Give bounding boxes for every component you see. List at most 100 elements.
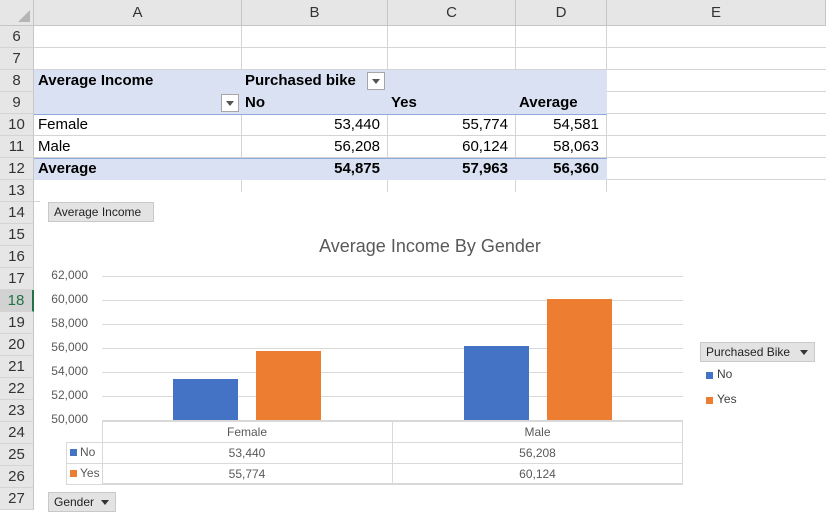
pivot-total-cell[interactable]: 56,360 — [553, 160, 599, 177]
row-header-10[interactable]: 10 — [0, 114, 34, 136]
data-table-line — [102, 421, 103, 484]
legend-key-no — [706, 372, 713, 379]
row-header-15[interactable]: 15 — [0, 224, 34, 246]
pivot-col-header-average: Average — [519, 94, 578, 111]
pivot-cell[interactable]: 56,208 — [334, 138, 380, 155]
pivot-total-cell[interactable]: 57,963 — [462, 160, 508, 177]
data-table-key-no — [70, 449, 77, 456]
pivot-header-band — [34, 70, 607, 114]
column-header-d[interactable]: D — [516, 0, 607, 26]
y-gridline — [102, 276, 683, 277]
data-table-line — [392, 421, 393, 484]
row-header-14[interactable]: 14 — [0, 202, 34, 224]
chevron-down-icon — [101, 500, 109, 505]
pivot-cell[interactable]: 55,774 — [462, 116, 508, 133]
row-header-19[interactable]: 19 — [0, 312, 34, 334]
row-header-25[interactable]: 25 — [0, 444, 34, 466]
y-gridline — [102, 348, 683, 349]
pivot-cell[interactable]: 60,124 — [462, 138, 508, 155]
row-header-16[interactable]: 16 — [0, 246, 34, 268]
legend-label-yes[interactable]: Yes — [717, 392, 737, 406]
y-tick-label: 56,000 — [51, 340, 88, 354]
y-gridline — [102, 420, 683, 421]
pivot-total-border — [34, 158, 607, 159]
bar-no-male[interactable] — [463, 345, 529, 420]
pivot-total-band — [34, 158, 607, 180]
legend-field-button[interactable]: Purchased Bike — [700, 342, 815, 362]
row-filter-dropdown-button[interactable] — [221, 94, 239, 112]
bar-yes-female[interactable] — [256, 350, 322, 420]
data-table-line — [66, 463, 683, 464]
bar-yes-male[interactable] — [546, 298, 612, 420]
y-tick-label: 62,000 — [51, 268, 88, 282]
column-filter-dropdown-button[interactable] — [367, 72, 385, 90]
row-header-7[interactable]: 7 — [0, 48, 34, 70]
axis-field-button[interactable]: Gender — [48, 492, 116, 512]
chart-title: Average Income By Gender — [319, 236, 541, 256]
column-header-b[interactable]: B — [242, 0, 388, 26]
data-table-value: 60,124 — [519, 467, 556, 481]
row-header-6[interactable]: 6 — [0, 26, 34, 48]
y-tick-label: 60,000 — [51, 292, 88, 306]
row-header-27[interactable]: 27 — [0, 488, 34, 510]
row-header-18[interactable]: 18 — [0, 290, 34, 312]
pivot-cell[interactable]: 58,063 — [553, 138, 599, 155]
row-header-17[interactable]: 17 — [0, 268, 34, 290]
data-table-series-yes: Yes — [80, 466, 100, 480]
y-tick-label: 58,000 — [51, 316, 88, 330]
row-header-21[interactable]: 21 — [0, 356, 34, 378]
data-table-line — [66, 484, 683, 485]
y-gridline — [102, 300, 683, 301]
value-field-button[interactable]: Average Income — [48, 202, 154, 222]
row-gridline — [34, 69, 826, 70]
column-header-a[interactable]: A — [34, 0, 242, 26]
pivot-total-cell[interactable]: 54,875 — [334, 160, 380, 177]
data-table-key-yes — [70, 470, 77, 477]
pivot-value-field-label[interactable]: Average Income — [38, 72, 154, 89]
y-gridline — [102, 324, 683, 325]
data-table-line — [66, 442, 683, 443]
y-tick-label: 52,000 — [51, 388, 88, 402]
row-header-20[interactable]: 20 — [0, 334, 34, 356]
pivot-column-field-label[interactable]: Purchased bike — [245, 72, 356, 89]
row-header-26[interactable]: 26 — [0, 466, 34, 488]
row-header-9[interactable]: 9 — [0, 92, 34, 114]
pivot-header-border — [34, 114, 607, 115]
row-header-24[interactable]: 24 — [0, 422, 34, 444]
column-header-c[interactable]: C — [388, 0, 516, 26]
pivot-chart[interactable] — [40, 192, 826, 517]
row-header-11[interactable]: 11 — [0, 136, 34, 158]
y-gridline — [102, 396, 683, 397]
row-header-8[interactable]: 8 — [0, 70, 34, 92]
row-gridline — [34, 157, 826, 158]
pivot-cell[interactable]: 53,440 — [334, 116, 380, 133]
data-table-line — [66, 442, 67, 484]
pivot-total-label[interactable]: Average — [38, 160, 97, 177]
pivot-cell[interactable]: 54,581 — [553, 116, 599, 133]
category-label-male: Male — [524, 425, 551, 439]
row-header-12[interactable]: 12 — [0, 158, 34, 180]
y-tick-label: 54,000 — [51, 364, 88, 378]
row-gridline — [34, 135, 826, 136]
axis-field-label: Gender — [54, 495, 95, 509]
legend-field-label: Purchased Bike — [706, 345, 791, 359]
row-header-22[interactable]: 22 — [0, 378, 34, 400]
pivot-row-label-female[interactable]: Female — [38, 116, 89, 133]
data-table-value: 56,208 — [519, 446, 556, 460]
row-gridline — [34, 47, 826, 48]
column-header-e[interactable]: E — [607, 0, 826, 26]
select-all-corner[interactable] — [0, 0, 34, 26]
row-header-23[interactable]: 23 — [0, 400, 34, 422]
chevron-down-icon — [800, 350, 808, 355]
data-table-value: 55,774 — [228, 467, 266, 481]
legend-key-yes — [706, 397, 713, 404]
row-header-13[interactable]: 13 — [0, 180, 34, 202]
data-table-series-no: No — [80, 445, 96, 459]
y-gridline — [102, 372, 683, 373]
pivot-col-header-yes: Yes — [391, 94, 417, 111]
legend-label-no[interactable]: No — [717, 367, 733, 381]
category-label-female: Female — [226, 425, 267, 439]
data-table-value: 53,440 — [228, 446, 266, 460]
pivot-row-label-male[interactable]: Male — [38, 138, 71, 155]
bar-no-female[interactable] — [173, 378, 239, 420]
